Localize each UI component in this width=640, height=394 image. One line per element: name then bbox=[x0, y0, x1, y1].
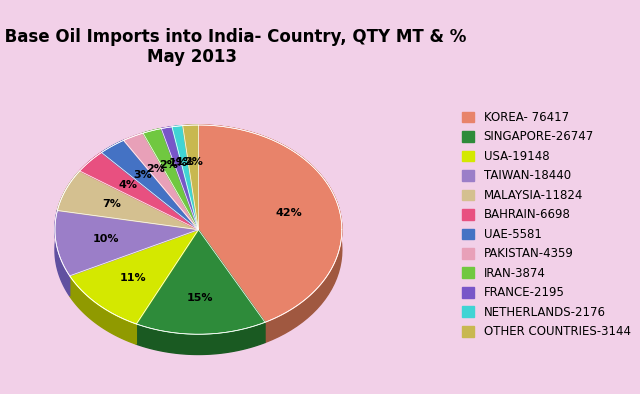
Polygon shape bbox=[80, 152, 102, 191]
Polygon shape bbox=[172, 126, 198, 230]
Text: 10%: 10% bbox=[93, 234, 119, 244]
Polygon shape bbox=[198, 125, 342, 342]
Polygon shape bbox=[172, 126, 183, 147]
Polygon shape bbox=[70, 276, 136, 344]
Text: 2%: 2% bbox=[147, 164, 166, 174]
Polygon shape bbox=[102, 140, 124, 173]
Text: 7%: 7% bbox=[103, 199, 122, 209]
Polygon shape bbox=[58, 171, 198, 230]
Polygon shape bbox=[102, 140, 198, 230]
Polygon shape bbox=[161, 127, 172, 149]
Text: 42%: 42% bbox=[276, 208, 302, 218]
Text: 1%: 1% bbox=[168, 158, 187, 168]
Polygon shape bbox=[143, 128, 161, 153]
Polygon shape bbox=[161, 127, 198, 230]
Polygon shape bbox=[80, 152, 198, 230]
Polygon shape bbox=[58, 171, 80, 231]
Text: 2%: 2% bbox=[184, 157, 203, 167]
Text: 1%: 1% bbox=[175, 157, 194, 167]
Polygon shape bbox=[183, 125, 198, 146]
Polygon shape bbox=[136, 230, 265, 334]
Polygon shape bbox=[55, 210, 198, 276]
Polygon shape bbox=[198, 125, 342, 322]
Polygon shape bbox=[55, 210, 70, 296]
Polygon shape bbox=[183, 125, 198, 230]
Text: 15%: 15% bbox=[187, 293, 213, 303]
Polygon shape bbox=[124, 133, 198, 230]
Polygon shape bbox=[143, 128, 198, 230]
Legend: KOREA- 76417, SINGAPORE-26747, USA-19148, TAIWAN-18440, MALAYSIA-11824, BAHRAIN-: KOREA- 76417, SINGAPORE-26747, USA-19148… bbox=[459, 107, 634, 342]
Polygon shape bbox=[124, 133, 143, 161]
Text: 2%: 2% bbox=[159, 160, 178, 170]
Polygon shape bbox=[70, 230, 198, 324]
Polygon shape bbox=[136, 322, 265, 355]
Text: 11%: 11% bbox=[120, 273, 146, 283]
Text: 4%: 4% bbox=[118, 180, 138, 190]
Text: Origin of Base Oil Imports into India- Country, QTY MT & %
May 2013: Origin of Base Oil Imports into India- C… bbox=[0, 28, 467, 66]
Text: 3%: 3% bbox=[133, 170, 152, 180]
